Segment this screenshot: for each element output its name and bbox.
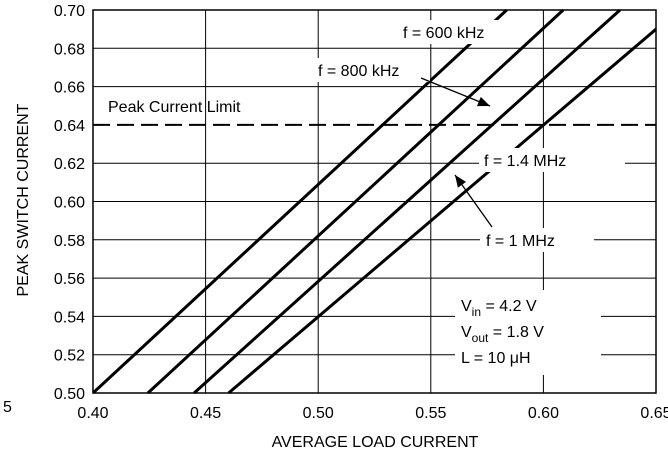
y-tick-label: 0.62 — [54, 156, 85, 173]
series-line — [193, 8, 622, 395]
leader-arrowhead — [477, 96, 490, 107]
series-label: f = 1 MHz — [486, 233, 555, 250]
series-label: f = 600 kHz — [403, 25, 484, 42]
series-lines — [91, 8, 657, 395]
leader-arrowhead — [455, 175, 466, 188]
y-tick-label: 0.58 — [54, 233, 85, 250]
series-line — [227, 28, 657, 395]
plot-frame — [92, 9, 657, 394]
y-tick-label: 0.56 — [54, 271, 85, 288]
y-axis-label: PEAK SWITCH CURRENT — [15, 103, 32, 296]
series-labels: f = 600 kHz f = 800 kHz f = 1.4 MHz f = 1 M… — [318, 25, 566, 250]
label-mask — [479, 148, 625, 172]
x-tick-label: 0.55 — [415, 405, 446, 422]
condition-line: Vin = 4.2 V — [461, 298, 537, 319]
x-axis-label: AVERAGE LOAD CURRENT — [272, 434, 479, 451]
x-tick-label: 0.50 — [303, 405, 334, 422]
y-tick-label: 0.52 — [54, 348, 85, 365]
y-tick-label: 0.70 — [54, 3, 85, 20]
label-masks — [314, 20, 625, 252]
conditions-mask — [455, 290, 601, 375]
x-tick-label: 0.40 — [77, 405, 108, 422]
left-cut-tick-label: 5 — [3, 399, 12, 416]
y-tick-label: 0.50 — [54, 386, 85, 403]
x-tick-label: 0.60 — [528, 405, 559, 422]
series-label: f = 800 kHz — [318, 63, 399, 80]
y-tick-label: 0.64 — [54, 118, 85, 135]
x-tick-label: 0.65 — [640, 405, 668, 422]
label-mask — [314, 58, 430, 82]
condition-line: Vout = 1.8 V — [461, 324, 544, 345]
leader-lines — [420, 77, 493, 228]
label-mask — [398, 20, 514, 44]
y-tick-label: 0.68 — [54, 41, 85, 58]
condition-line: L = 10 μH — [461, 350, 531, 367]
reference-line-group: Peak Current Limit — [93, 99, 656, 126]
y-tick-label: 0.54 — [54, 309, 85, 326]
leader-line — [420, 77, 491, 107]
conditions-box: Vin = 4.2 V Vout = 1.8 V L = 10 μH — [455, 290, 601, 375]
peak-current-limit-label: Peak Current Limit — [108, 99, 241, 116]
tick-labels: 0.40 0.45 0.50 0.55 0.60 0.65 0.50 0.52 0.54 0.56… — [54, 3, 668, 422]
label-mask — [480, 228, 594, 252]
series-line — [91, 8, 508, 395]
series-line — [146, 8, 565, 395]
series-label: f = 1.4 MHz — [484, 153, 566, 170]
x-tick-label: 0.45 — [190, 405, 221, 422]
y-tick-label: 0.66 — [54, 80, 85, 97]
y-tick-label: 0.60 — [54, 195, 85, 212]
